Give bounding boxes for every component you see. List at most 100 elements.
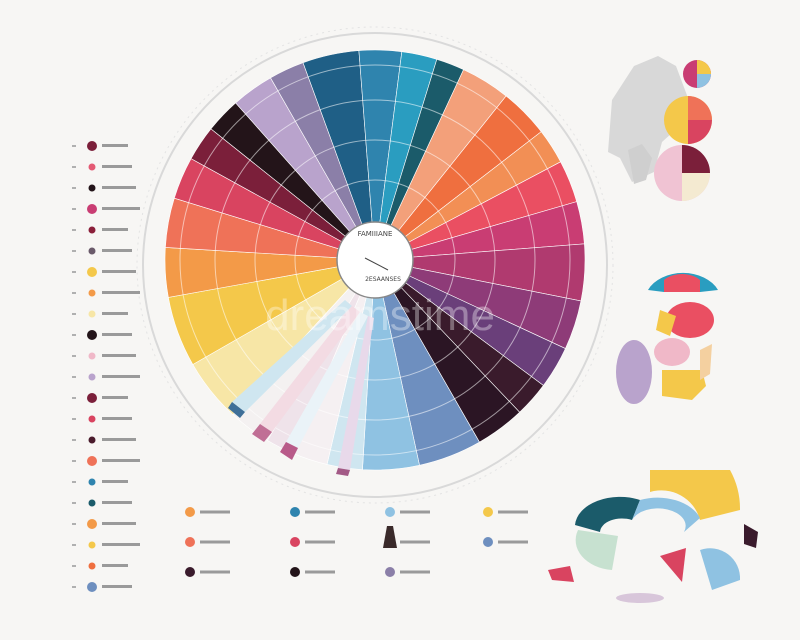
legend-swatch — [87, 204, 97, 214]
bottom-placeholder-text — [200, 510, 230, 514]
legend-swatch — [88, 499, 96, 507]
bottom-icon — [385, 567, 395, 577]
donut-bottom-red — [548, 566, 574, 582]
bottom-icon — [185, 537, 195, 547]
legend-placeholder-text — [102, 459, 140, 462]
legend-placeholder-text — [102, 438, 136, 441]
center-sub: 2ESAANSES — [365, 276, 401, 283]
legend-swatch — [88, 352, 96, 360]
stick-2-tip — [252, 424, 272, 442]
watermark: dreamstime — [265, 291, 495, 340]
small-pie-3-wedge-2 — [682, 173, 710, 201]
stick-3-tip — [280, 442, 298, 460]
legend-placeholder-text — [102, 186, 136, 189]
legend-tick — [72, 481, 76, 483]
legend-tick — [72, 523, 76, 525]
bottom-icons — [185, 507, 528, 577]
donut-bottom-yellow — [650, 470, 741, 520]
bottom-icon — [290, 537, 300, 547]
legend-placeholder-text — [102, 585, 132, 588]
pie-grid-ring — [214, 99, 536, 421]
stick-3 — [286, 312, 368, 448]
outer-ring — [142, 32, 608, 498]
legend-swatch — [88, 436, 96, 444]
legend-placeholder-text — [102, 270, 136, 273]
legend-swatch — [88, 541, 96, 549]
legend-swatch — [88, 562, 96, 570]
bottom-placeholder-text — [200, 540, 230, 544]
donut-bottom-lightblue — [700, 548, 741, 590]
center-hub — [336, 221, 414, 299]
legend-tick — [72, 460, 76, 462]
bottom-placeholder-text — [400, 510, 430, 514]
legend-placeholder-text — [102, 543, 140, 546]
legend-swatch — [88, 163, 96, 171]
legend-placeholder-text — [102, 228, 128, 231]
bottom-placeholder-text — [498, 510, 528, 514]
legend-tick — [72, 355, 76, 357]
legend-tick — [72, 166, 76, 168]
legend-swatch — [87, 141, 97, 151]
legend-tick — [72, 145, 76, 147]
legend-placeholder-text — [102, 207, 140, 210]
pie-grid-ring — [179, 64, 571, 456]
legend-swatch — [88, 184, 96, 192]
bottom-placeholder-text — [498, 540, 528, 544]
bottom-placeholder-text — [400, 570, 430, 574]
bottom-placeholder-text — [200, 570, 230, 574]
stick-2 — [260, 306, 360, 432]
legend-tick — [72, 376, 76, 378]
donut-bottom-shadow — [616, 593, 664, 603]
donut-bottom-pink — [660, 548, 686, 582]
bottom-placeholder-text — [305, 540, 335, 544]
legend-swatch — [87, 582, 97, 592]
donut-piece-d — [654, 338, 690, 366]
legend-tick — [72, 271, 76, 273]
legend-tick — [72, 250, 76, 252]
legend-placeholder-text — [102, 165, 132, 168]
legend-tick — [72, 397, 76, 399]
stick-4 — [338, 316, 374, 470]
bottom-right-donut — [548, 470, 758, 603]
bottom-icon — [290, 507, 300, 517]
legend-placeholder-text — [102, 333, 132, 336]
legend-tick — [72, 208, 76, 210]
small-pie-2-wedge-2 — [688, 120, 712, 144]
right-donut-cluster — [616, 272, 718, 404]
donut-piece-c — [616, 340, 652, 404]
legend-swatch — [87, 330, 97, 340]
legend-tick — [72, 292, 76, 294]
legend-tick — [72, 229, 76, 231]
legend-swatch — [88, 415, 96, 423]
outer-ring-dashed — [136, 26, 614, 504]
stick-1 — [232, 300, 352, 412]
donut-bottom-teal — [575, 496, 640, 532]
stick-1-tip — [228, 402, 245, 418]
bottom-icon — [385, 507, 395, 517]
legend-placeholder-text — [102, 480, 128, 483]
legend-placeholder-text — [102, 522, 136, 525]
legend-swatch — [88, 478, 96, 486]
small-pie-1-wedge — [697, 60, 711, 74]
legend-tick — [72, 544, 76, 546]
pulled-sticks — [228, 300, 374, 476]
legend-swatch — [88, 310, 96, 318]
vase-icon — [383, 526, 397, 548]
legend-swatch — [87, 393, 97, 403]
legend-placeholder-text — [102, 354, 136, 357]
world-map-panel — [608, 56, 712, 201]
legend-placeholder-text — [102, 312, 128, 315]
pie-grid-rings — [179, 64, 571, 456]
bottom-icon — [483, 507, 493, 517]
donut-piece-b — [656, 310, 676, 336]
legend-tick — [72, 187, 76, 189]
pie-grid-ring — [254, 139, 496, 381]
small-pie-3-wedge — [682, 145, 710, 173]
bottom-icon — [483, 537, 493, 547]
legend-swatch — [87, 456, 97, 466]
legend-tick — [72, 502, 76, 504]
legend-swatch — [88, 289, 96, 297]
small-pie-2-wedge — [688, 96, 712, 120]
bottom-icon — [185, 567, 195, 577]
